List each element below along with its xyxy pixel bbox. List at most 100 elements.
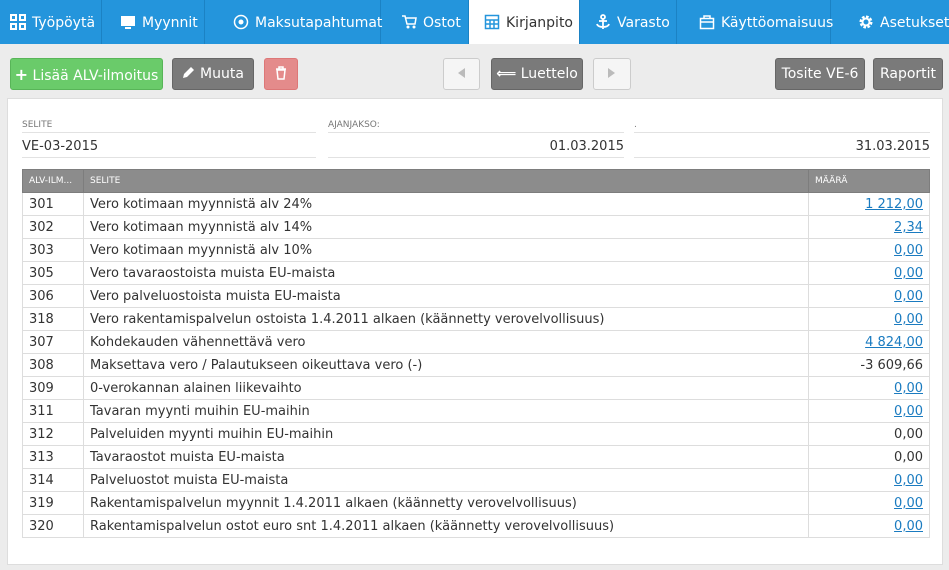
amount-cell: 0,00 <box>808 445 930 469</box>
tab-label: Maksutapahtumat <box>255 15 383 31</box>
amount-link[interactable]: 0,00 <box>894 472 923 488</box>
next-button[interactable] <box>593 58 631 90</box>
description-cell: Rakentamispalvelun myynnit 1.4.2011 alka… <box>83 491 809 515</box>
amount-link[interactable]: 0,00 <box>894 380 923 396</box>
description-cell: Palveluiden myynti muihin EU-maihin <box>83 422 809 446</box>
tab-label: Varasto <box>617 15 670 31</box>
column-header[interactable]: ALV-ILM... <box>22 169 84 193</box>
icon <box>276 66 286 80</box>
table-row: 308 Maksettava vero / Palautukseen oikeut… <box>22 353 930 377</box>
field-line <box>634 132 930 133</box>
delete-button[interactable] <box>264 58 298 90</box>
nav-tab[interactable]: Käyttöomaisuus <box>677 0 834 44</box>
amount-cell: 2,34 <box>808 215 930 239</box>
amount: 0,00 <box>894 449 923 465</box>
nav-tab[interactable]: Myynnit <box>102 0 205 44</box>
amount-cell: 0,00 <box>808 261 930 285</box>
code-cell: 305 <box>22 261 84 285</box>
amount-link[interactable]: 0,00 <box>894 403 923 419</box>
tab-label: Asetukset <box>880 15 949 31</box>
add-button[interactable]: + Lisää ALV-ilmoitus <box>10 58 163 90</box>
amount-link[interactable]: 2,34 <box>894 219 923 235</box>
icon <box>402 15 417 29</box>
icon <box>457 68 465 78</box>
nav-tab[interactable]: Maksutapahtumat <box>205 0 383 44</box>
table-row: 303 Vero kotimaan myynnistä alv 10% 0,00 <box>22 238 930 262</box>
code-cell: 308 <box>22 353 84 377</box>
nav-tab[interactable]: Työpöytä <box>0 0 102 44</box>
field-value[interactable]: 31.03.2015 <box>855 139 930 154</box>
description-cell: Tavaran myynti muihin EU-maihin <box>83 399 809 423</box>
field-value[interactable]: VE-03-2015 <box>22 139 99 154</box>
amount-link[interactable]: 1 212,00 <box>865 196 923 212</box>
nav-tab[interactable]: Asetukset <box>831 0 949 44</box>
table-row: 305 Vero tavaraostoista muista EU-maista 0… <box>22 261 930 285</box>
description-cell: Maksettava vero / Palautukseen oikeuttav… <box>83 353 809 377</box>
amount-cell: 0,00 <box>808 307 930 331</box>
tab-label: Käyttöomaisuus <box>721 15 834 31</box>
description-cell: Kohdekauden vähennettävä vero <box>83 330 809 354</box>
icon <box>233 14 249 30</box>
code-cell: 318 <box>22 307 84 331</box>
table-row: 314 Palveluostot muista EU-maista 0,00 <box>22 468 930 492</box>
icon <box>859 15 873 29</box>
voucher-button[interactable]: Tosite VE-6 <box>775 58 865 90</box>
icon <box>121 16 135 29</box>
field-line <box>328 157 624 158</box>
nav-tab[interactable]: Ostot <box>381 0 469 44</box>
field-line <box>22 157 316 158</box>
tab-label: Työpöytä <box>32 15 96 31</box>
reports-button[interactable]: Raportit <box>873 58 943 90</box>
amount-cell: 0,00 <box>808 422 930 446</box>
code-cell: 306 <box>22 284 84 308</box>
field-label: AJANJAKSO: <box>328 120 380 130</box>
icon <box>699 15 715 30</box>
code-cell: 314 <box>22 468 84 492</box>
description-cell: 0-verokannan alainen liikevaihto <box>83 376 809 400</box>
code-cell: 307 <box>22 330 84 354</box>
field-line <box>328 132 624 133</box>
code-cell: 309 <box>22 376 84 400</box>
amount-cell: 1 212,00 <box>808 192 930 216</box>
code-cell: 312 <box>22 422 84 446</box>
table-row: 302 Vero kotimaan myynnistä alv 14% 2,34 <box>22 215 930 239</box>
tab-label: Ostot <box>423 15 461 31</box>
amount-cell: -3 609,66 <box>808 353 930 377</box>
list-button[interactable]: ⟸ Luettelo <box>491 58 583 90</box>
button-label: Lisää ALV-ilmoitus <box>32 68 159 84</box>
prev-button[interactable] <box>443 58 480 90</box>
table-row: 311 Tavaran myynti muihin EU-maihin 0,00 <box>22 399 930 423</box>
tab-label: Kirjanpito <box>506 15 573 31</box>
tab-label: Myynnit <box>142 15 198 31</box>
column-header[interactable]: SELITE <box>83 169 809 193</box>
field-label: . <box>634 120 637 130</box>
field-line <box>22 132 316 133</box>
amount-link[interactable]: 0,00 <box>894 495 923 511</box>
amount-cell: 0,00 <box>808 491 930 515</box>
edit-button[interactable]: Muuta <box>172 58 254 90</box>
amount-link[interactable]: 4 824,00 <box>865 334 923 350</box>
icon <box>484 14 500 30</box>
code-cell: 320 <box>22 514 84 538</box>
description-cell: Vero palveluostoista muista EU-maista <box>83 284 809 308</box>
amount-cell: 0,00 <box>808 399 930 423</box>
amount-link[interactable]: 0,00 <box>894 288 923 304</box>
amount-link[interactable]: 0,00 <box>894 311 923 327</box>
description-cell: Vero kotimaan myynnistä alv 10% <box>83 238 809 262</box>
amount-link[interactable]: 0,00 <box>894 242 923 258</box>
field-value[interactable]: 01.03.2015 <box>549 139 624 154</box>
vat-table: ALV-ILM... SELITE MÄÄRÄ 301 Vero kotimaan… <box>22 169 930 538</box>
description-cell: Vero rakentamispalvelun ostoista 1.4.201… <box>83 307 809 331</box>
table-row: 320 Rakentamispalvelun ostot euro snt 1.4… <box>22 514 930 538</box>
nav-tab[interactable]: Kirjanpito <box>469 0 580 44</box>
description-cell: Tavaraostot muista EU-maista <box>83 445 809 469</box>
table-row: 309 0-verokannan alainen liikevaihto 0,00 <box>22 376 930 400</box>
amount-cell: 0,00 <box>808 238 930 262</box>
amount-link[interactable]: 0,00 <box>894 518 923 534</box>
nav-tab[interactable]: Varasto <box>580 0 677 44</box>
table-row: 318 Vero rakentamispalvelun ostoista 1.4.… <box>22 307 930 331</box>
column-header[interactable]: MÄÄRÄ <box>808 169 930 193</box>
icon <box>183 67 195 78</box>
amount-link[interactable]: 0,00 <box>894 265 923 281</box>
